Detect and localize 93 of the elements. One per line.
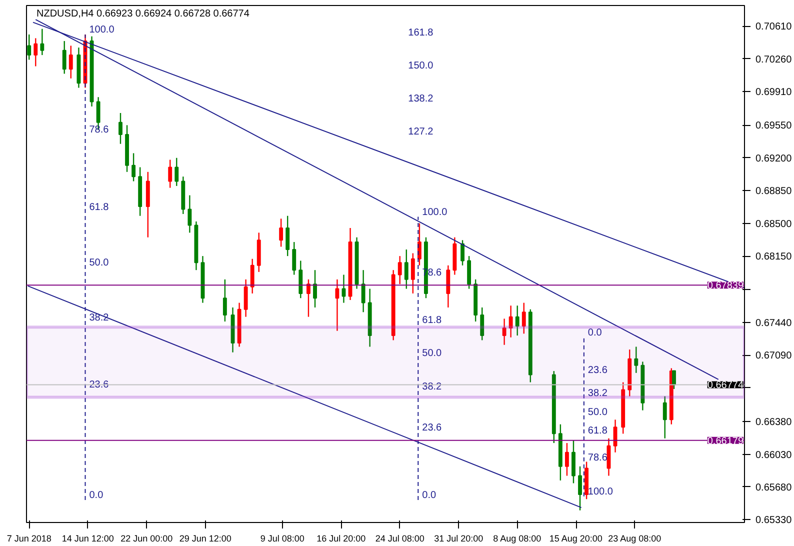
candlestick — [27, 34, 32, 60]
annotation: 38.2 — [422, 382, 442, 393]
candlestick — [410, 252, 415, 294]
ref-line-label: 0.66774 — [707, 380, 744, 392]
y-tick-label: 0.66030 — [756, 450, 792, 461]
candlestick — [662, 396, 667, 439]
y-tick-label: 0.68500 — [756, 218, 792, 230]
chart-title: NZDUSD,H4 0.66923 0.66924 0.66728 0.66774 — [36, 8, 250, 20]
annotation: 138.2 — [408, 94, 434, 104]
x-tick-label: 24 Jul 08:00 — [375, 534, 424, 544]
candlestick — [244, 278, 248, 318]
candlestick — [564, 442, 569, 476]
annotation: 61.8 — [89, 202, 110, 214]
x-tick-label: 16 Jul 20:00 — [316, 534, 366, 544]
candlestick — [118, 112, 122, 144]
annotation: 61.8 — [422, 315, 442, 326]
candlestick — [68, 45, 73, 80]
annotation: 50.0 — [588, 406, 608, 418]
x-tick-label: 15 Aug 20:00 — [549, 534, 602, 544]
annotation: 0.0 — [588, 327, 602, 338]
candlestick — [168, 159, 172, 188]
candlestick — [404, 248, 408, 290]
ref-line-label: 0.66179 — [707, 436, 744, 447]
candlestick — [417, 222, 422, 266]
candlestick — [313, 269, 317, 308]
candlestick — [361, 269, 366, 313]
y-tick-label: 0.67090 — [756, 350, 792, 362]
annotation: 23.6 — [422, 422, 442, 434]
candlestick — [460, 240, 464, 266]
candlestick — [279, 218, 284, 248]
candlestick — [298, 260, 303, 299]
annotation: 23.6 — [89, 380, 110, 391]
x-tick-label: 9 Jul 08:00 — [260, 534, 304, 544]
annotation: 100.0 — [588, 486, 614, 498]
annotation: 0.0 — [89, 490, 104, 502]
y-tick-label: 0.68150 — [756, 252, 792, 263]
annotation: 78.6 — [588, 452, 608, 464]
candlestick — [446, 264, 450, 308]
annotation: 0.0 — [422, 490, 436, 502]
candlestick — [672, 370, 676, 390]
candlestick — [398, 255, 402, 285]
x-tick-label: 22 Jun 00:00 — [120, 534, 173, 544]
y-tick-label: 0.70610 — [756, 22, 792, 33]
candlestick — [174, 157, 179, 187]
y-tick-label: 0.69550 — [756, 120, 792, 132]
candlestick — [515, 305, 520, 336]
candlestick — [502, 318, 506, 346]
candlestick — [335, 278, 340, 332]
candlestick — [508, 305, 513, 338]
annotation: 50.0 — [89, 257, 110, 268]
annotation: 127.2 — [408, 126, 434, 138]
annotation: 150.0 — [408, 60, 434, 72]
candlestick — [480, 306, 484, 341]
annotation: 38.2 — [89, 312, 110, 324]
annotation: 50.0 — [422, 348, 442, 359]
y-tick-label: 0.65680 — [756, 482, 792, 494]
x-tick-label: 7 Jun 2018 — [6, 534, 52, 544]
y-tick-label: 0.65330 — [756, 515, 792, 526]
candlestick — [342, 274, 346, 304]
candlestick — [286, 215, 290, 257]
y-tick-label: 0.66380 — [756, 417, 792, 428]
annotation: 38.2 — [588, 388, 608, 400]
candlestick — [132, 152, 136, 182]
annotation: 23.6 — [588, 364, 608, 376]
candlestick — [634, 346, 638, 374]
candlestick — [522, 302, 526, 334]
y-tick-label: 0.69200 — [756, 153, 792, 164]
candlestick — [34, 38, 38, 67]
x-tick-label: 14 Jun 12:00 — [62, 534, 114, 544]
y-tick-label: 0.70260 — [756, 54, 792, 66]
y-tick-label: 0.67440 — [756, 318, 792, 329]
annotation: 161.8 — [408, 28, 434, 38]
annotation: 100.0 — [422, 206, 448, 218]
y-tick-label: 0.69910 — [756, 87, 792, 98]
candlestick — [306, 278, 310, 318]
annotation: 61.8 — [588, 426, 608, 437]
candlestick — [467, 255, 472, 290]
candlestick — [578, 466, 582, 511]
annotation: 78.6 — [89, 124, 110, 136]
candlestick — [572, 440, 576, 484]
candlestick — [188, 194, 192, 234]
y-tick-label: 0.68850 — [756, 186, 792, 198]
x-tick-label: 8 Aug 08:00 — [493, 534, 542, 544]
annotation: 100.0 — [89, 24, 115, 36]
x-tick-label: 29 Jun 12:00 — [179, 534, 232, 544]
x-tick-label: 31 Jul 20:00 — [434, 534, 484, 544]
candlestick — [40, 28, 44, 56]
candlestick — [292, 241, 296, 276]
candlestick — [62, 40, 66, 74]
x-tick-label: 23 Aug 08:00 — [608, 534, 662, 544]
candlestick — [250, 258, 254, 294]
candlestick — [606, 438, 611, 476]
candlestick — [222, 278, 227, 322]
